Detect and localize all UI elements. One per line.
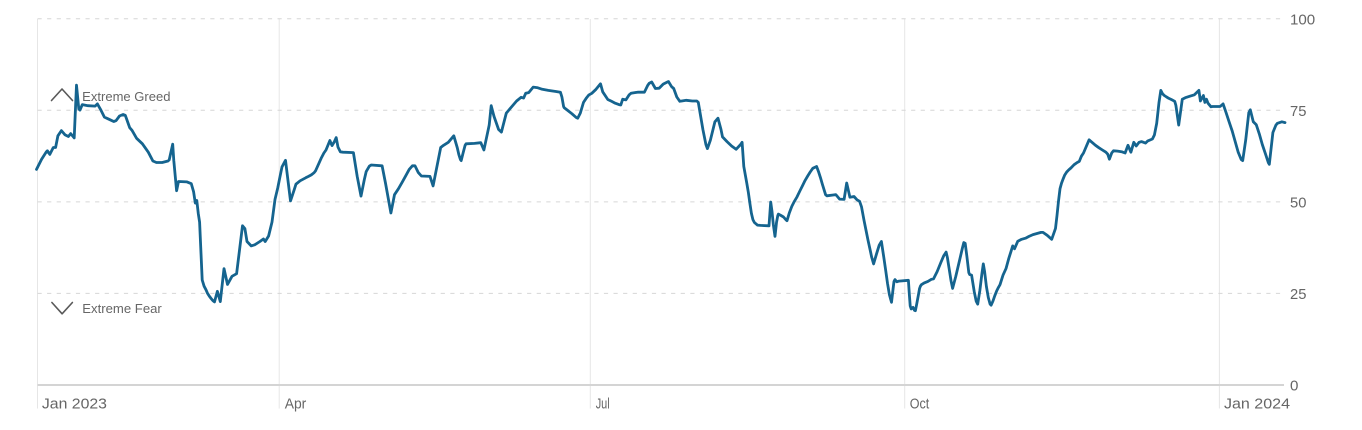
svg-text:Jul: Jul bbox=[596, 395, 610, 412]
svg-text:Jan 2024: Jan 2024 bbox=[1224, 395, 1290, 412]
svg-text:Apr: Apr bbox=[285, 395, 307, 412]
svg-text:Jan 2023: Jan 2023 bbox=[42, 395, 107, 412]
svg-text:25: 25 bbox=[1290, 286, 1306, 303]
svg-text:Oct: Oct bbox=[910, 395, 930, 412]
svg-text:75: 75 bbox=[1290, 103, 1306, 120]
svg-text:100: 100 bbox=[1290, 12, 1315, 29]
svg-text:Extreme Fear: Extreme Fear bbox=[82, 301, 162, 316]
svg-text:Extreme Greed: Extreme Greed bbox=[82, 89, 170, 104]
svg-text:0: 0 bbox=[1290, 378, 1298, 395]
svg-text:50: 50 bbox=[1290, 195, 1306, 212]
